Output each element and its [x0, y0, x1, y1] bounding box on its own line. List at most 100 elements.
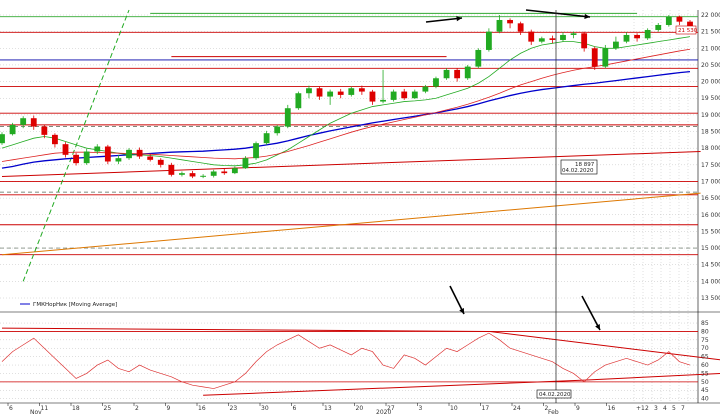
- moving-average-line: [1, 70, 691, 169]
- price-grid: [0, 10, 720, 403]
- candle-body: [591, 48, 598, 67]
- candle-body: [549, 38, 556, 40]
- future-tick-label: 4: [663, 405, 667, 412]
- candle-body: [464, 66, 471, 79]
- osc-tick-label: 85: [701, 320, 709, 327]
- oscillator-line: [1, 332, 691, 389]
- oscillator-grid: [0, 322, 698, 399]
- candle-body: [560, 34, 566, 40]
- candle-body: [358, 88, 365, 92]
- candle-body: [454, 69, 461, 79]
- candle-body: [390, 91, 397, 100]
- candle-body: [327, 91, 334, 97]
- candle-body: [443, 69, 450, 79]
- date-tick-label: 30: [261, 405, 269, 412]
- arrow-head: [459, 308, 464, 314]
- date-tick-label: 20: [356, 405, 364, 412]
- candle-body: [263, 133, 270, 144]
- candle-body: [210, 171, 217, 176]
- arrow-head: [595, 324, 600, 330]
- date-tick-label: 3: [419, 405, 423, 412]
- candle-body: [73, 154, 80, 164]
- date-tick-label: 2: [135, 405, 139, 412]
- future-tick-label: 2: [645, 405, 649, 412]
- candle-body: [0, 134, 5, 144]
- annotation-arrows: [425, 9, 591, 23]
- candlesticks: [0, 14, 693, 179]
- future-tick-label: 5: [672, 405, 676, 412]
- annotation-arrow: [581, 295, 601, 331]
- candle-body: [422, 86, 429, 92]
- price-tick-label: 18 000: [701, 145, 720, 152]
- candle-body: [316, 88, 323, 97]
- price-tick-label: 14 000: [701, 278, 720, 285]
- candle-body: [274, 126, 281, 134]
- candle-body: [538, 38, 545, 42]
- candle-body: [9, 124, 16, 135]
- price-tick-label: 21 000: [701, 45, 720, 52]
- osc-trendline: [203, 379, 585, 396]
- date-tick-label: 9: [576, 405, 580, 412]
- date-tick-label: 16: [608, 405, 616, 412]
- price-tick-label: 15 500: [701, 228, 720, 235]
- date-tick-label: 6: [293, 405, 297, 412]
- crosshair-price-label: 18 897: [575, 162, 595, 168]
- arrow-head: [456, 16, 462, 22]
- oscillator-line: [1, 332, 691, 389]
- oscillator-date-label: 04.02.2020: [539, 392, 571, 398]
- candle-body: [221, 171, 228, 174]
- candle-body: [115, 158, 122, 162]
- price-tick-label: 16 500: [701, 195, 720, 202]
- candle-body: [655, 24, 662, 30]
- candle-body: [644, 29, 651, 39]
- date-tick-label: 27: [387, 405, 395, 412]
- annotation-arrow: [525, 9, 591, 18]
- candle-body: [231, 168, 238, 174]
- price-tick-label: 17 000: [701, 178, 720, 185]
- price-tick-label: 20 500: [701, 62, 720, 69]
- candle-body: [401, 91, 408, 99]
- candle-body: [623, 34, 630, 42]
- date-tick-label: 25: [104, 405, 112, 412]
- osc-tick-label: 70: [701, 345, 709, 352]
- future-tick-label: +1: [636, 405, 645, 412]
- month-label: 2020: [376, 409, 391, 414]
- osc-trendline: [488, 330, 720, 361]
- trendline: [1, 151, 701, 177]
- candle-body: [83, 151, 90, 164]
- candle-body: [570, 33, 577, 35]
- candle-body: [433, 78, 439, 87]
- candle-body: [41, 126, 48, 135]
- osc-tick-label: 40: [701, 396, 709, 403]
- price-tick-label: 18 500: [701, 129, 720, 136]
- candle-body: [602, 48, 609, 67]
- candle-body: [295, 93, 302, 109]
- candle-body: [200, 175, 207, 177]
- candle-body: [30, 118, 37, 127]
- moving-averages: [1, 36, 691, 169]
- price-tick-label: 16 000: [701, 212, 720, 219]
- candle-body: [581, 33, 588, 49]
- candle-body: [242, 158, 249, 169]
- candle-body: [253, 143, 259, 159]
- candle-body: [634, 34, 640, 39]
- candle-body: [517, 23, 524, 32]
- arrow-head: [584, 13, 590, 20]
- price-tick-label: 19 000: [701, 112, 720, 119]
- candle-body: [612, 41, 619, 49]
- candle-body: [94, 146, 101, 152]
- price-tick-label: 17 500: [701, 162, 720, 169]
- candle-body: [179, 173, 185, 175]
- date-tick-label: 9: [167, 405, 171, 412]
- osc-tick-label: 60: [701, 362, 709, 369]
- date-tick-label: 18: [72, 405, 80, 412]
- date-tick-label: 6: [9, 405, 13, 412]
- candle-body: [665, 16, 672, 25]
- candle-body: [136, 149, 143, 157]
- date-tick-label: 2: [545, 405, 549, 412]
- candle-body: [62, 144, 69, 155]
